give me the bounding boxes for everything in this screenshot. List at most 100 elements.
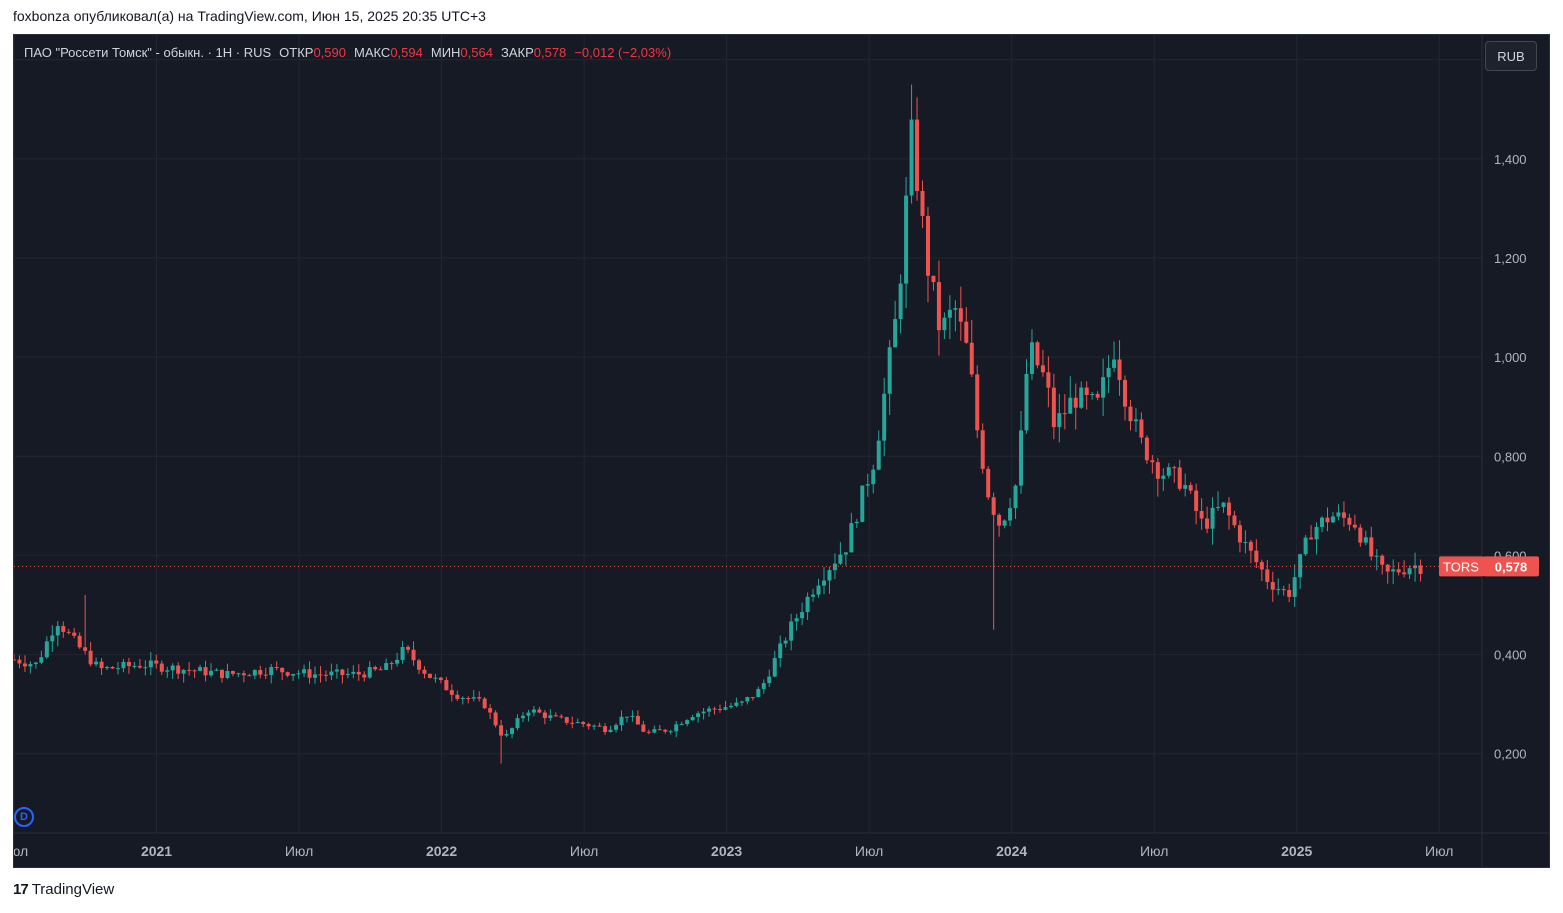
candle-body [827,570,832,581]
last-price-tag [1483,556,1539,577]
candle-body [641,724,646,732]
candle-body [1073,397,1078,408]
y-tick-label: 0,400 [1494,648,1527,663]
candle-body [1292,577,1297,597]
currency-button[interactable]: RUB [1485,41,1537,71]
candle-body [1248,541,1253,551]
candle-body [696,713,701,717]
candle-body [860,485,865,522]
candle-body [537,709,542,713]
candle-body [805,596,810,613]
chart-pane[interactable]: 0,2000,4000,6000,8001,0001,2001,4001,600… [13,34,1550,868]
candle-body [1259,562,1264,570]
candle-body [1347,517,1352,525]
candle-body [1243,541,1248,543]
candle-body [389,663,394,665]
candle-body [1123,379,1128,407]
candle-body [1298,554,1303,578]
candle-body [88,650,93,665]
tradingview-logo: 17 TradingView [13,881,114,898]
candle-body [94,661,99,665]
candle-body [433,677,438,679]
x-tick-label: Июл [1140,843,1168,859]
candle-body [33,662,38,665]
candle-body [1358,527,1363,543]
candle-body [1254,550,1259,563]
candle-body [269,667,274,676]
candle-body [1309,537,1314,540]
candle-body [520,715,525,719]
candle-body [356,671,361,675]
candle-body [838,554,843,564]
candle-body [559,716,564,718]
candle-body [198,667,203,671]
candle-body [1079,387,1084,408]
candle-body [159,663,164,672]
candle-body [898,283,903,320]
x-tick-label: Июл [285,843,313,859]
candle-body [1216,507,1221,509]
last-price-label: 0,578 [1495,559,1528,574]
candle-body [351,671,356,674]
candle-body [165,670,170,672]
candle-body [553,715,558,717]
candle-body [668,731,673,733]
candle-body [1062,413,1067,415]
candle-body [219,669,224,678]
candle-body [1303,537,1308,555]
candle-body [635,715,640,725]
candle-body [526,712,531,716]
d-badge[interactable]: D [14,807,34,827]
candle-body [416,660,421,670]
candle-body [1128,406,1133,422]
candle-body [614,725,619,730]
candle-body [236,673,241,675]
legend-symbol: ПАО "Россети Томск" - обыкн. · 1Н · RUS [24,45,272,60]
candle-body [1237,525,1242,543]
candle-body [1374,555,1379,557]
candle-body [296,673,301,675]
candle-body [882,393,887,441]
candle-body [1090,394,1095,396]
candle-body [1095,394,1100,398]
candle-body [865,484,870,486]
footer-brand: TradingView [31,881,115,898]
candle-body [1352,524,1357,528]
candle-body [542,712,547,719]
candle-body [975,374,980,431]
candle-body [624,716,629,718]
candle-body [1363,537,1368,543]
legend-high-label: МАКС [353,45,391,60]
candle-body [427,673,432,678]
candle-body [280,667,285,673]
candle-body [373,667,378,670]
candle-body [378,669,383,671]
candle-body [953,308,958,310]
candle-body [1413,565,1418,569]
candle-body [1013,485,1018,509]
candle-body [1040,365,1045,373]
candle-body [313,674,318,678]
candle-body [756,689,761,698]
candle-body [362,674,367,678]
candle-body [22,663,27,667]
candle-body [969,342,974,375]
candle-body [811,594,816,597]
candle-body [510,728,515,734]
candlestick-plot[interactable]: 0,2000,4000,6000,8001,0001,2001,4001,600… [14,35,1550,868]
candle-body [1035,342,1040,366]
candle-body [986,468,991,498]
candle-body [493,712,498,726]
y-tick-label: 1,000 [1494,350,1527,365]
candle-body [761,683,766,690]
candle-body [77,635,82,648]
candle-body [1396,569,1401,573]
candle-body [1188,485,1193,491]
candle-body [1133,419,1138,422]
candle-body [110,666,115,669]
candle-body [816,585,821,595]
candle-body [1369,537,1374,557]
x-tick-label: 2024 [996,843,1027,859]
candle-body [1221,502,1226,508]
candle-body [515,718,520,729]
